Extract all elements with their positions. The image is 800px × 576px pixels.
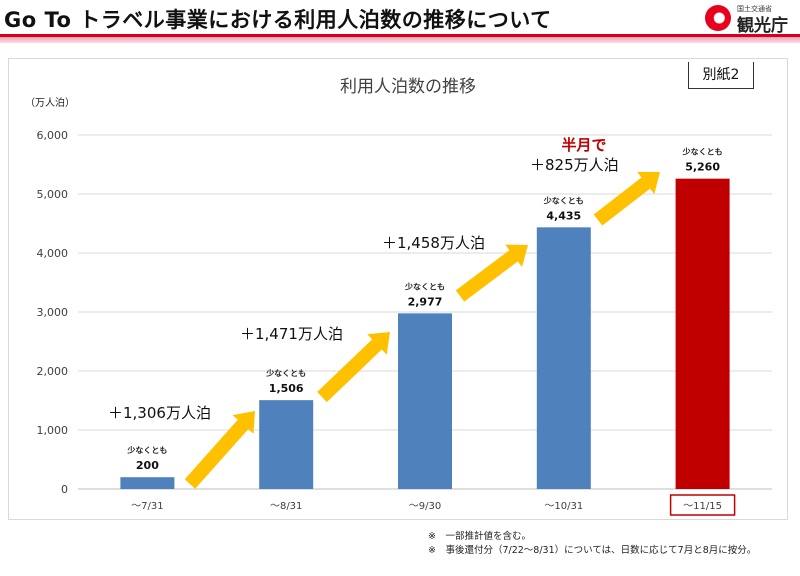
data-label: 4,435: [546, 209, 581, 222]
increment-arrow: [317, 332, 390, 403]
x-tick-label: ～9/30: [409, 501, 441, 512]
data-label-prefix: 少なくとも: [682, 147, 723, 157]
y-tick-label: 2,000: [37, 365, 69, 378]
increment-label: ＋825万人泊: [530, 156, 619, 174]
bar: [259, 400, 314, 489]
increment-arrow: [184, 411, 255, 489]
bar: [398, 313, 452, 489]
header-rule: [0, 34, 800, 37]
y-tick-label: 0: [61, 483, 68, 496]
x-tick-label: ～8/31: [270, 501, 302, 512]
data-label-prefix: 少なくとも: [265, 368, 306, 378]
data-label: 5,260: [685, 161, 720, 174]
bar: [120, 477, 175, 489]
page-title: Go To トラベル事業における利用人泊数の推移について: [4, 8, 552, 32]
agency-logo: 国土交通省 観光庁: [703, 2, 798, 36]
bar: [536, 227, 591, 489]
footnote: ※ 一部推計値を含む。: [428, 531, 531, 542]
highlight-box: [669, 494, 736, 516]
y-tick-label: 1,000: [37, 424, 69, 437]
logo-ministry-label: 国土交通省: [737, 5, 772, 13]
logo-mark-icon: [705, 5, 731, 31]
data-label-prefix: 少なくとも: [126, 445, 167, 455]
header-rule-accent: [0, 37, 800, 43]
header: Go To トラベル事業における利用人泊数の推移について 国土交通省 観光庁: [0, 0, 800, 43]
increment-label: ＋1,458万人泊: [382, 234, 485, 252]
y-axis-label: （万人泊）: [25, 97, 75, 109]
increment-arrow: [593, 171, 660, 226]
appendix-label: 別紙2: [688, 62, 754, 89]
data-label-prefix: 少なくとも: [543, 195, 584, 205]
x-tick-label: ～10/31: [544, 501, 583, 512]
y-tick-label: 6,000: [37, 129, 69, 142]
footnotes: ※ 一部推計値を含む。 ※ 事後還付分（7/22～8/31）については、日数に応…: [428, 530, 756, 558]
data-label: 200: [136, 459, 159, 472]
increment-note: 半月で: [561, 136, 606, 154]
logo-agency-label: 観光庁: [737, 16, 788, 36]
x-tick-label: ～11/15: [683, 501, 722, 512]
increment-label: ＋1,471万人泊: [240, 325, 343, 343]
bar: [675, 178, 730, 489]
y-tick-label: 5,000: [37, 188, 69, 201]
y-tick-label: 3,000: [37, 306, 69, 319]
increment-label: ＋1,306万人泊: [108, 404, 211, 422]
footnote: ※ 事後還付分（7/22～8/31）については、日数に応じて7月と8月に按分。: [428, 545, 757, 556]
data-label: 2,977: [408, 295, 443, 308]
data-label: 1,506: [269, 382, 304, 395]
data-label-prefix: 少なくとも: [404, 281, 445, 291]
x-tick-label: ～7/31: [131, 501, 163, 512]
y-tick-label: 4,000: [37, 247, 69, 260]
chart-title: 利用人泊数の推移: [340, 77, 476, 97]
increment-arrow: [455, 244, 528, 302]
